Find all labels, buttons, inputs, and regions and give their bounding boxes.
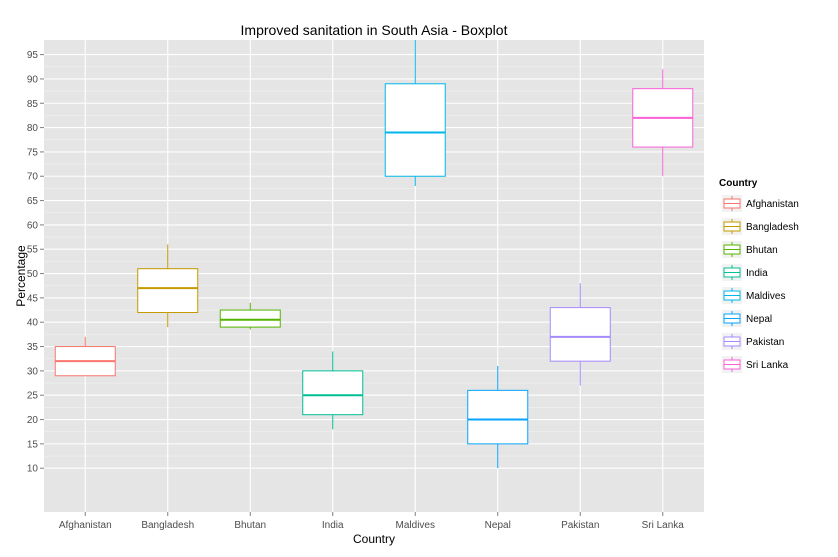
y-tick-label: 30	[27, 366, 39, 377]
legend-item: India	[722, 264, 768, 281]
box-pakistan	[549, 283, 611, 386]
x-tick-label: Pakistan	[561, 520, 599, 531]
y-tick-label: 90	[27, 74, 39, 85]
legend-item: Nepal	[722, 310, 772, 327]
legend-label: Bhutan	[746, 245, 778, 256]
x-tick-label: Bangladesh	[141, 520, 194, 531]
y-tick-label: 40	[27, 318, 39, 329]
legend-label: India	[746, 268, 768, 279]
y-tick-label: 50	[27, 269, 39, 280]
y-tick-label: 15	[27, 439, 39, 450]
legend-label: Pakistan	[746, 337, 784, 348]
box-body	[137, 268, 199, 313]
x-tick-label: Maldives	[396, 520, 435, 531]
x-tick-label: India	[322, 520, 344, 531]
x-tick-label: Bhutan	[234, 520, 266, 531]
x-axis-title: Country	[353, 532, 395, 546]
grid-lines	[44, 40, 704, 512]
y-tick-label: 70	[27, 172, 39, 183]
y-tick-label: 65	[27, 196, 39, 207]
y-tick-label: 35	[27, 342, 39, 353]
box-body	[302, 370, 364, 416]
box-india	[302, 351, 364, 430]
y-tick-label: 95	[27, 50, 39, 61]
y-tick-label: 55	[27, 245, 39, 256]
y-tick-label: 10	[27, 464, 39, 475]
legend-label: Bangladesh	[746, 222, 799, 233]
box-maldives	[384, 40, 446, 186]
legend-item: Afghanistan	[722, 195, 799, 212]
y-tick-label: 85	[27, 99, 39, 110]
box-afghanistan	[54, 336, 116, 377]
box-body	[384, 83, 446, 177]
box-body	[549, 307, 611, 362]
y-axis-title: Percentage	[14, 245, 28, 307]
y-tick-label: 25	[27, 391, 39, 402]
y-tick-label: 80	[27, 123, 39, 134]
legend-item: Pakistan	[722, 333, 784, 350]
y-tick-label: 60	[27, 220, 39, 231]
legend-label: Sri Lanka	[746, 360, 789, 371]
chart-title: Improved sanitation in South Asia - Boxp…	[241, 22, 508, 38]
legend-label: Maldives	[746, 291, 785, 302]
legend-label: Nepal	[746, 314, 772, 325]
box-body	[467, 389, 529, 445]
legend-item: Bhutan	[722, 241, 778, 258]
y-tick-label: 45	[27, 293, 39, 304]
box-bhutan	[219, 302, 281, 330]
x-tick-label: Afghanistan	[59, 520, 112, 531]
y-tick-label: 75	[27, 147, 39, 158]
box-nepal	[467, 366, 529, 469]
legend: Country Afghanistan Bangladesh Bhutan India…	[719, 178, 799, 373]
legend-item: Sri Lanka	[722, 356, 789, 373]
legend-item: Bangladesh	[722, 218, 799, 235]
legend-title: Country	[719, 178, 758, 189]
box-body	[219, 309, 281, 328]
box-bangladesh	[137, 244, 199, 328]
legend-item: Maldives	[722, 287, 785, 304]
y-axis-ticks: 10 15 20 25 30 35 40 45 50 55 60 65 70 75 80 85 90 95	[27, 50, 44, 475]
x-tick-label: Nepal	[485, 520, 511, 531]
boxes	[54, 40, 694, 469]
y-tick-label: 20	[27, 415, 39, 426]
x-axis-ticks: Afghanistan Bangladesh Bhutan India Maldives…	[59, 512, 684, 531]
x-tick-label: Sri Lanka	[642, 520, 685, 531]
box-sri-lanka	[632, 69, 694, 177]
legend-label: Afghanistan	[746, 199, 799, 210]
